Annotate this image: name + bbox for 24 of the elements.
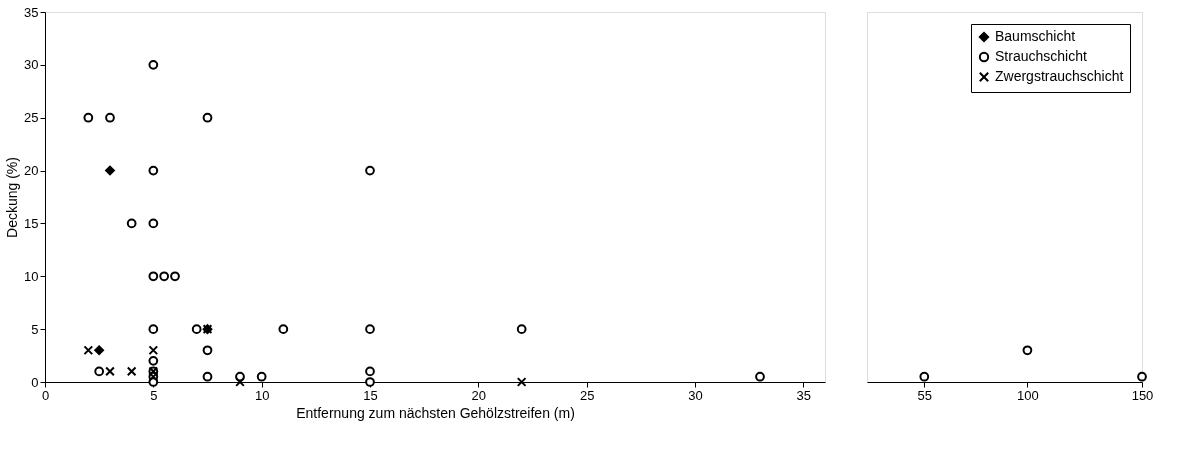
y-tick-label: 15 bbox=[24, 215, 39, 231]
x-tick-label: 55 bbox=[917, 387, 933, 403]
x-tick-label: 150 bbox=[1131, 387, 1154, 403]
x-tick-label: 20 bbox=[471, 387, 487, 403]
x-tick-label: 15 bbox=[363, 387, 378, 403]
y-tick-label: 10 bbox=[24, 268, 39, 284]
y-tick-label: 5 bbox=[31, 321, 39, 337]
y-axis-title: Deckung (%) bbox=[4, 157, 21, 238]
legend-label: Strauchschicht bbox=[995, 48, 1087, 64]
y-tick-label: 30 bbox=[24, 57, 39, 73]
x-axis-title: Entfernung zum nächsten Gehölzstreifen (m) bbox=[296, 404, 575, 421]
y-tick-label: 20 bbox=[24, 163, 39, 179]
x-tick-label: 35 bbox=[796, 387, 812, 403]
y-tick-label: 0 bbox=[31, 374, 39, 390]
y-tick-label: 35 bbox=[24, 4, 39, 20]
x-tick-label: 10 bbox=[254, 387, 270, 403]
y-tick-label: 25 bbox=[24, 110, 39, 126]
legend-label: Zwergstrauchschicht bbox=[995, 68, 1124, 84]
legend-label: Baumschicht bbox=[995, 28, 1076, 44]
x-tick-label: 100 bbox=[1017, 387, 1039, 403]
x-tick-label: 25 bbox=[579, 387, 595, 403]
x-tick-label: 30 bbox=[688, 387, 703, 403]
x-tick-label: 0 bbox=[41, 387, 50, 403]
x-tick-label: 5 bbox=[150, 387, 158, 403]
